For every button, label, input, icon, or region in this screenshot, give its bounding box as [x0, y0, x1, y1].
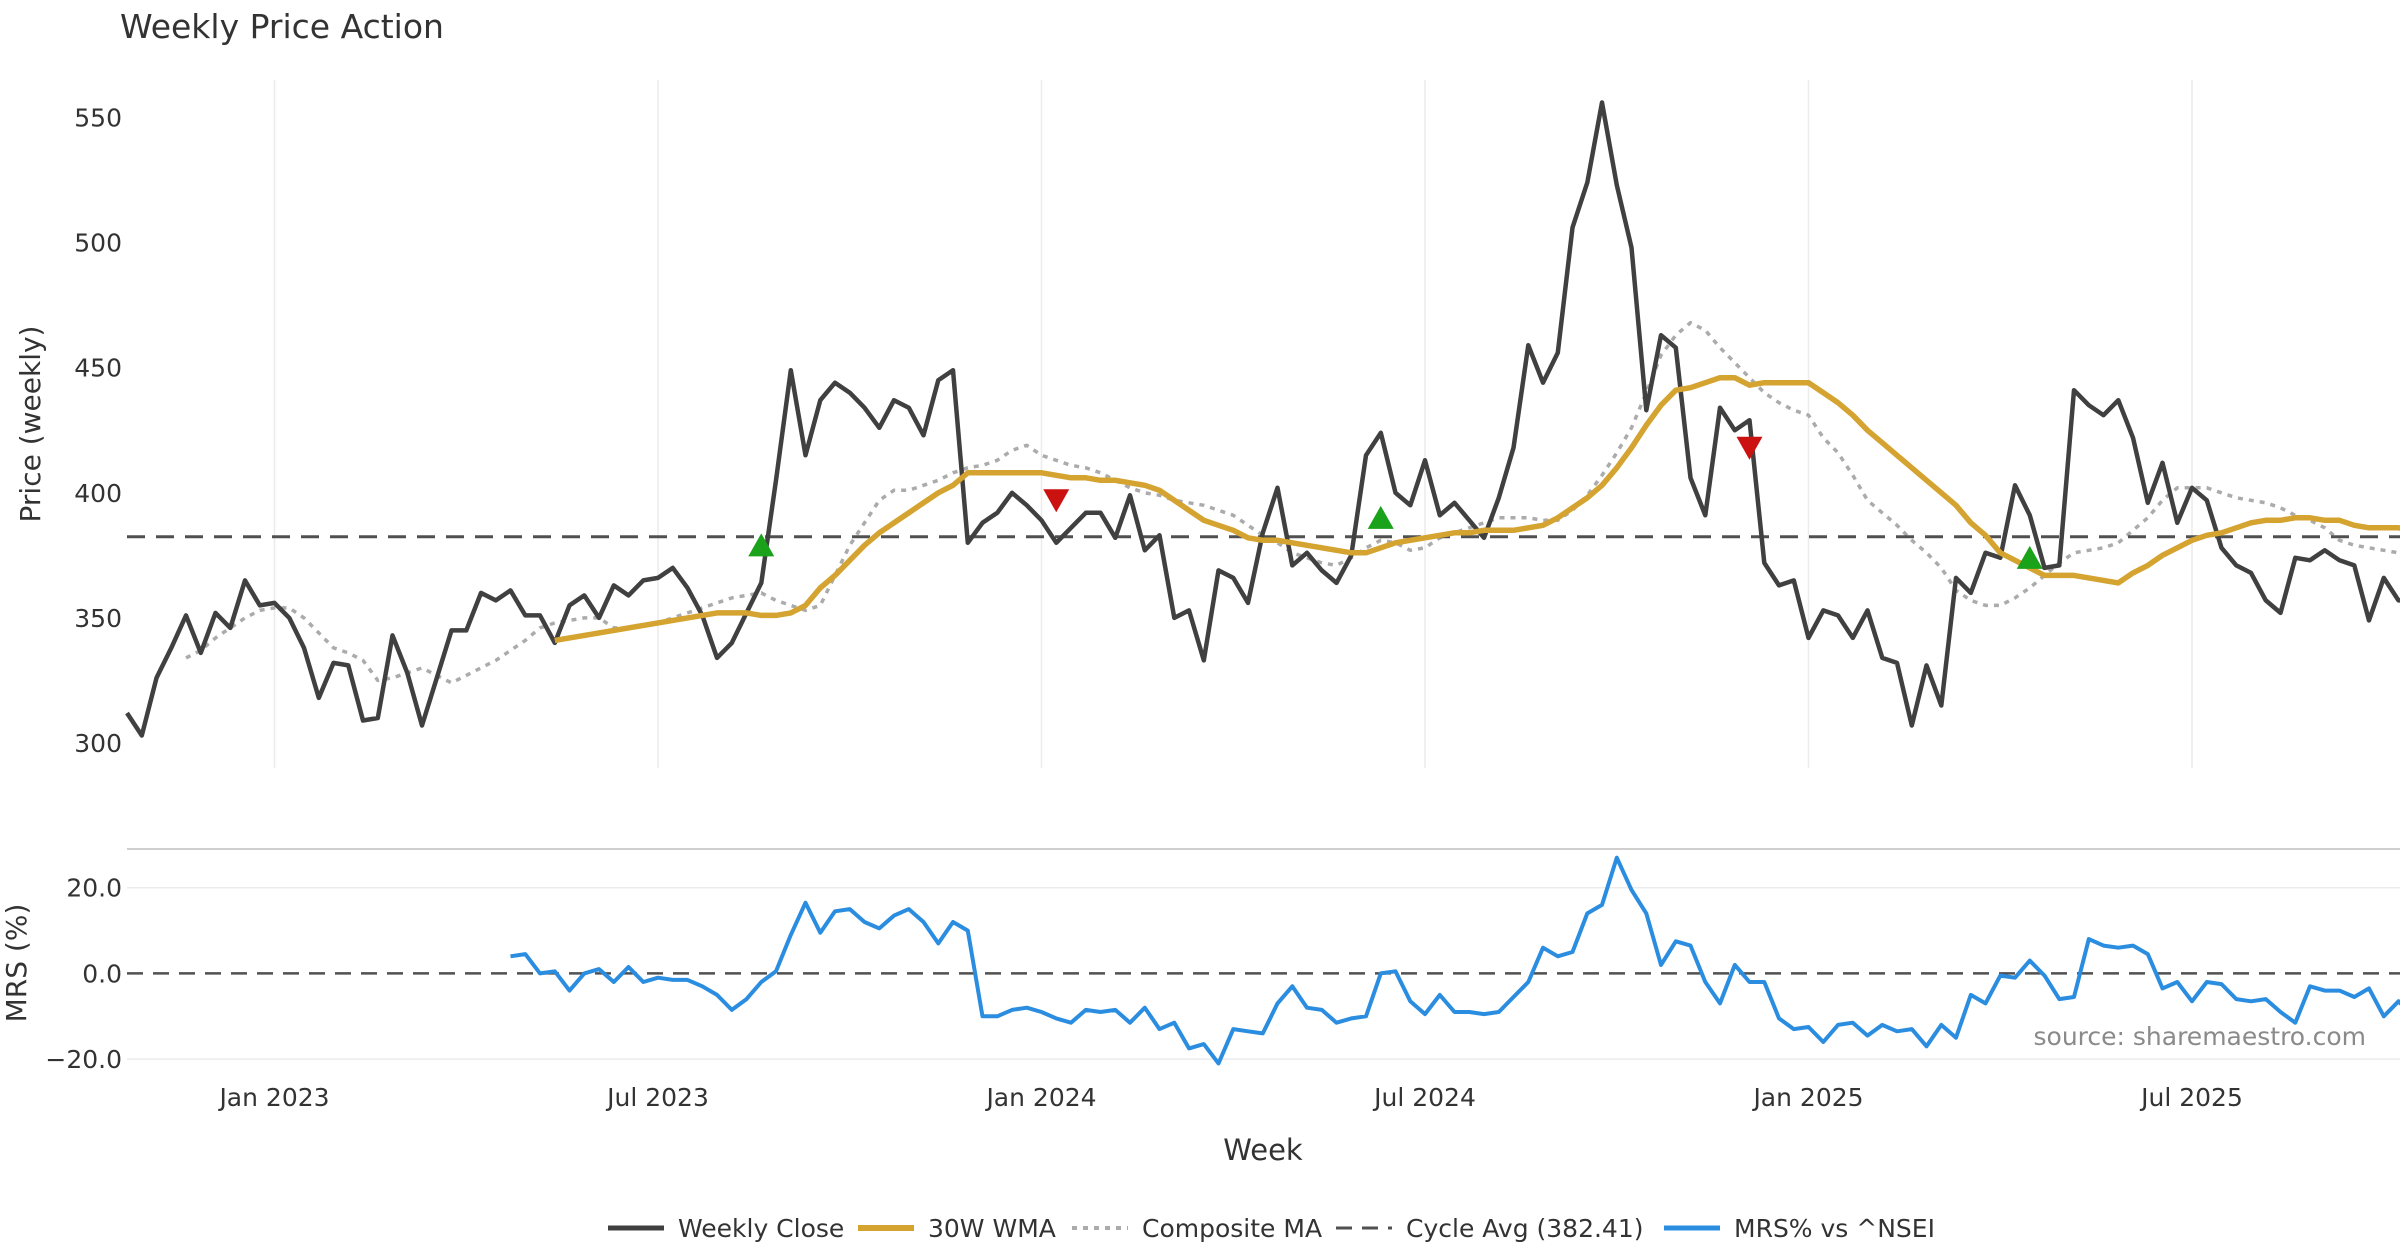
legend-label: Weekly Close [678, 1214, 844, 1243]
mrs-y-tick-label: 20.0 [66, 874, 122, 903]
x-tick-label: Jul 2023 [605, 1083, 709, 1112]
x-axis-label: Week [1223, 1133, 1303, 1167]
legend-label: Composite MA [1142, 1214, 1322, 1243]
chart-title: Weekly Price Action [120, 7, 444, 46]
price-y-tick-label: 450 [74, 354, 122, 383]
price-y-tick-label: 350 [74, 604, 122, 633]
wma-30w-line [554, 374, 2400, 644]
buy-signal-marker [1367, 505, 1394, 529]
source-note: source: sharemaestro.com [2034, 1022, 2367, 1051]
vertical-gridlines [273, 80, 2193, 768]
legend: Weekly Close 30W WMA Composite MA Cycle Avg… [608, 1214, 1935, 1243]
price-y-tick-label: 400 [74, 479, 122, 508]
legend-label: Cycle Avg (382.41) [1406, 1214, 1644, 1243]
buy-signal-marker [748, 533, 775, 557]
mrs-axis-label: MRS (%) [0, 904, 33, 1023]
mrs-series-group [127, 855, 2400, 1066]
price-y-tick-label: 500 [74, 229, 122, 258]
mrs-y-tick-label: 0.0 [82, 959, 122, 988]
signal-markers [748, 436, 2043, 569]
legend-label: 30W WMA [928, 1214, 1056, 1243]
weekly-close-line [125, 100, 2400, 738]
x-tick-label: Jan 2024 [984, 1083, 1096, 1112]
mrs-y-ticks: 20.0 0.0 −20.0 [45, 874, 2400, 1074]
price-axis-label: Price (weekly) [14, 326, 47, 523]
sell-signal-marker [1736, 436, 1763, 460]
price-y-ticks: 300 350 400 450 500 550 [74, 104, 122, 758]
legend-label: MRS% vs ^NSEI [1734, 1214, 1935, 1243]
price-series-group [125, 100, 2400, 738]
x-tick-label: Jul 2025 [2139, 1083, 2243, 1112]
price-y-tick-label: 550 [74, 104, 122, 133]
x-axis-ticks: Jan 2023 Jul 2023 Jan 2024 Jul 2024 Jan 2025… [217, 1083, 2242, 1112]
x-tick-label: Jan 2023 [217, 1083, 329, 1112]
mrs-y-tick-label: −20.0 [45, 1045, 122, 1074]
x-tick-label: Jul 2024 [1372, 1083, 1476, 1112]
price-y-tick-label: 300 [74, 729, 122, 758]
mrs-line [510, 855, 2400, 1066]
sell-signal-marker [1043, 489, 1070, 513]
buy-signal-marker [2016, 545, 2043, 569]
x-tick-label: Jan 2025 [1751, 1083, 1863, 1112]
